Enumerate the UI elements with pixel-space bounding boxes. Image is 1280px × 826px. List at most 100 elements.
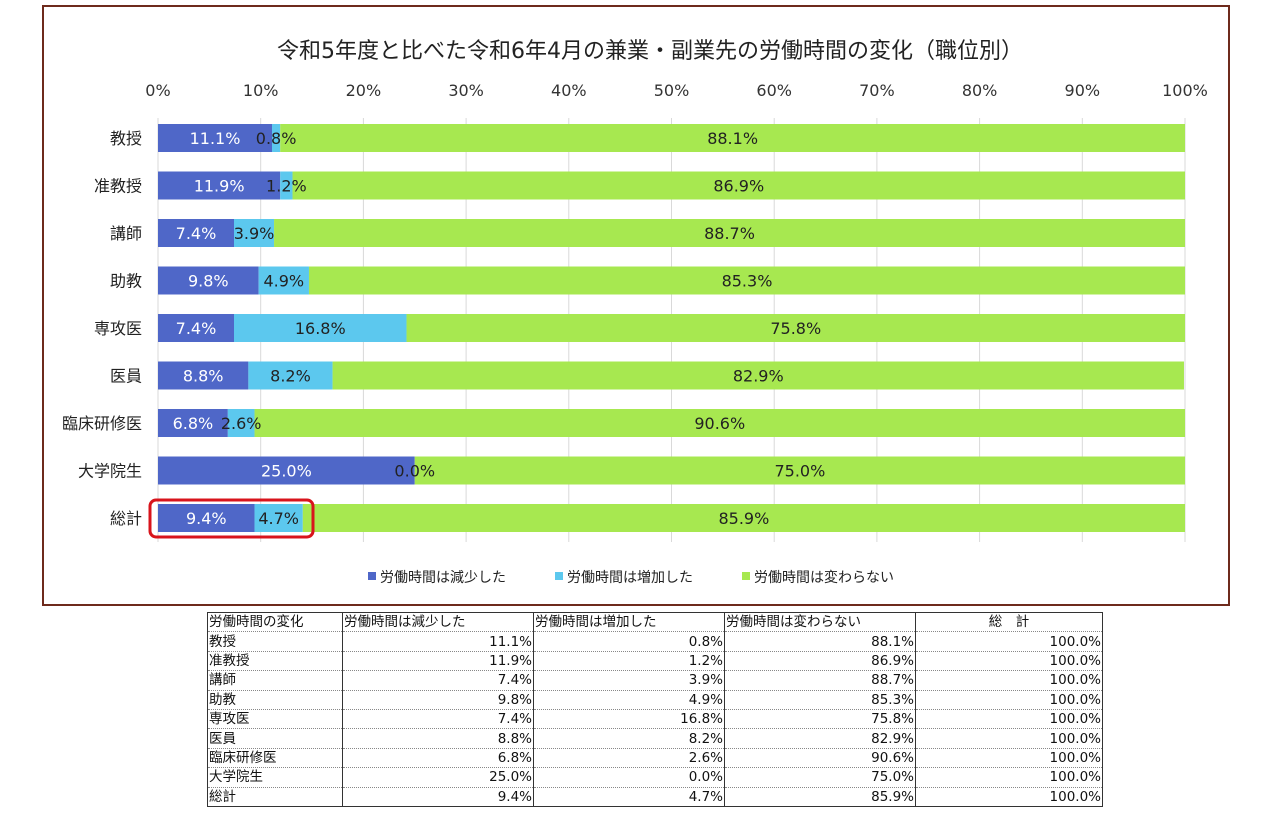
category-label: 医員 xyxy=(110,367,142,386)
bar-segment xyxy=(248,361,333,390)
data-label: 7.4% xyxy=(176,224,217,243)
x-tick-label: 10% xyxy=(243,81,279,100)
bar-segment xyxy=(158,456,415,485)
column-header: 総 計 xyxy=(915,611,1103,633)
data-label: 75.0% xyxy=(774,462,825,481)
data-label: 90.6% xyxy=(694,414,745,433)
data-label: 2.6% xyxy=(221,414,262,433)
table-header-row: 労働時間の変化 労働時間は減少した 労働時間は増加した 労働時間は変わらない総 計 xyxy=(207,611,1103,633)
category-label: 専攻医 xyxy=(94,319,142,338)
table-cell: 6.8% xyxy=(342,748,534,769)
category-label: 講師 xyxy=(110,224,142,243)
x-tick-label: 30% xyxy=(448,81,484,100)
bar-segment xyxy=(158,219,234,247)
table-cell: 8.2% xyxy=(533,728,725,749)
bar-segment xyxy=(258,266,309,295)
table-cell: 4.7% xyxy=(533,787,725,807)
table-cell: 100.0% xyxy=(915,690,1103,710)
x-tick-label: 60% xyxy=(756,81,792,100)
table-cell: 100.0% xyxy=(915,709,1103,730)
table-cell: 75.8% xyxy=(724,709,916,730)
category-label: 助教 xyxy=(110,272,142,291)
table-cell: 3.9% xyxy=(533,670,725,691)
data-label: 4.9% xyxy=(263,272,304,291)
bar-segment xyxy=(158,314,234,342)
table-cell: 100.0% xyxy=(915,631,1103,652)
data-label: 85.9% xyxy=(718,509,769,528)
table-row: 大学院生 25.0% 0.0% 75.0% 100.0% xyxy=(207,767,1103,788)
table-cell: 助教 xyxy=(207,690,343,710)
table-row: 医員 8.8% 8.2% 82.9% 100.0% xyxy=(207,728,1103,749)
data-label: 7.4% xyxy=(176,319,217,338)
table-cell: 86.9% xyxy=(724,651,916,672)
bar-segment xyxy=(280,124,1185,152)
table-cell: 82.9% xyxy=(724,728,916,749)
table-cell: 7.4% xyxy=(342,670,534,691)
x-tick-label: 100% xyxy=(1162,81,1208,100)
data-label: 9.8% xyxy=(188,272,229,291)
bar-segment xyxy=(254,409,1186,437)
table-cell: 総計 xyxy=(207,787,343,807)
table-cell: 100.0% xyxy=(915,670,1103,691)
bar-segment xyxy=(158,171,281,200)
table-cell: 88.1% xyxy=(724,631,916,652)
table-cell: 准教授 xyxy=(207,651,343,672)
table-cell: 11.1% xyxy=(342,631,534,652)
bar-segment xyxy=(158,361,249,390)
data-label: 16.8% xyxy=(295,319,346,338)
table-row: 教授 11.1% 0.8% 88.1% 100.0% xyxy=(207,631,1103,652)
data-label: 6.8% xyxy=(173,414,214,433)
chart-frame xyxy=(42,5,1230,606)
table-cell: 医員 xyxy=(207,728,343,749)
column-header: 労働時間は減少した xyxy=(342,611,534,633)
table-cell: 7.4% xyxy=(342,709,534,730)
table-cell: 9.8% xyxy=(342,690,534,710)
data-label: 11.1% xyxy=(190,129,241,148)
bar-segment xyxy=(254,504,303,532)
bar-segment xyxy=(406,314,1185,342)
table-cell: 0.8% xyxy=(533,631,725,652)
table-cell: 教授 xyxy=(207,631,343,652)
bar-segment xyxy=(227,409,255,437)
data-label: 9.4% xyxy=(186,509,227,528)
table-cell: 100.0% xyxy=(915,787,1103,807)
legend-label: 労働時間は増加した xyxy=(567,570,693,586)
table-cell: 85.3% xyxy=(724,690,916,710)
data-label: 25.0% xyxy=(261,462,312,481)
data-label: 85.3% xyxy=(722,272,773,291)
x-tick-label: 50% xyxy=(654,81,690,100)
bar-segment xyxy=(233,219,275,247)
legend-swatch xyxy=(368,572,376,580)
table-cell: 11.9% xyxy=(342,651,534,672)
bar-segment xyxy=(332,361,1184,390)
x-tick-label: 20% xyxy=(346,81,382,100)
data-label: 8.8% xyxy=(183,367,224,386)
bar-segment xyxy=(158,266,259,295)
highlight-box xyxy=(148,498,315,539)
table-cell: 9.4% xyxy=(342,787,534,807)
data-label: 3.9% xyxy=(234,224,275,243)
table-cell: 75.0% xyxy=(724,767,916,788)
category-label: 臨床研修医 xyxy=(62,414,142,433)
table-cell: 88.7% xyxy=(724,670,916,691)
table-cell: 25.0% xyxy=(342,767,534,788)
column-header: 労働時間は変わらない xyxy=(724,611,916,633)
bar-segment xyxy=(414,456,1185,485)
table-row: 臨床研修医 6.8% 2.6% 90.6% 100.0% xyxy=(207,748,1103,769)
data-label: 82.9% xyxy=(733,367,784,386)
column-header: 労働時間の変化 xyxy=(207,611,343,633)
bar-segment xyxy=(158,409,228,437)
legend-swatch xyxy=(555,572,563,580)
x-tick-label: 40% xyxy=(551,81,587,100)
table-cell: 2.6% xyxy=(533,748,725,769)
data-label: 4.7% xyxy=(258,509,299,528)
x-tick-label: 80% xyxy=(962,81,998,100)
table-cell: 100.0% xyxy=(915,767,1103,788)
bar-segment xyxy=(292,171,1185,200)
table-row: 助教 9.8% 4.9% 85.3% 100.0% xyxy=(207,690,1103,710)
bar-segment xyxy=(274,219,1185,247)
table-cell: 1.2% xyxy=(533,651,725,672)
table-cell: 16.8% xyxy=(533,709,725,730)
data-table: 労働時間の変化 労働時間は減少した 労働時間は増加した 労働時間は変わらない総 計教授… xyxy=(207,611,1103,807)
chart-title: 令和5年度と比べた令和6年4月の兼業・副業先の労働時間の変化（職位別） xyxy=(277,39,1023,64)
